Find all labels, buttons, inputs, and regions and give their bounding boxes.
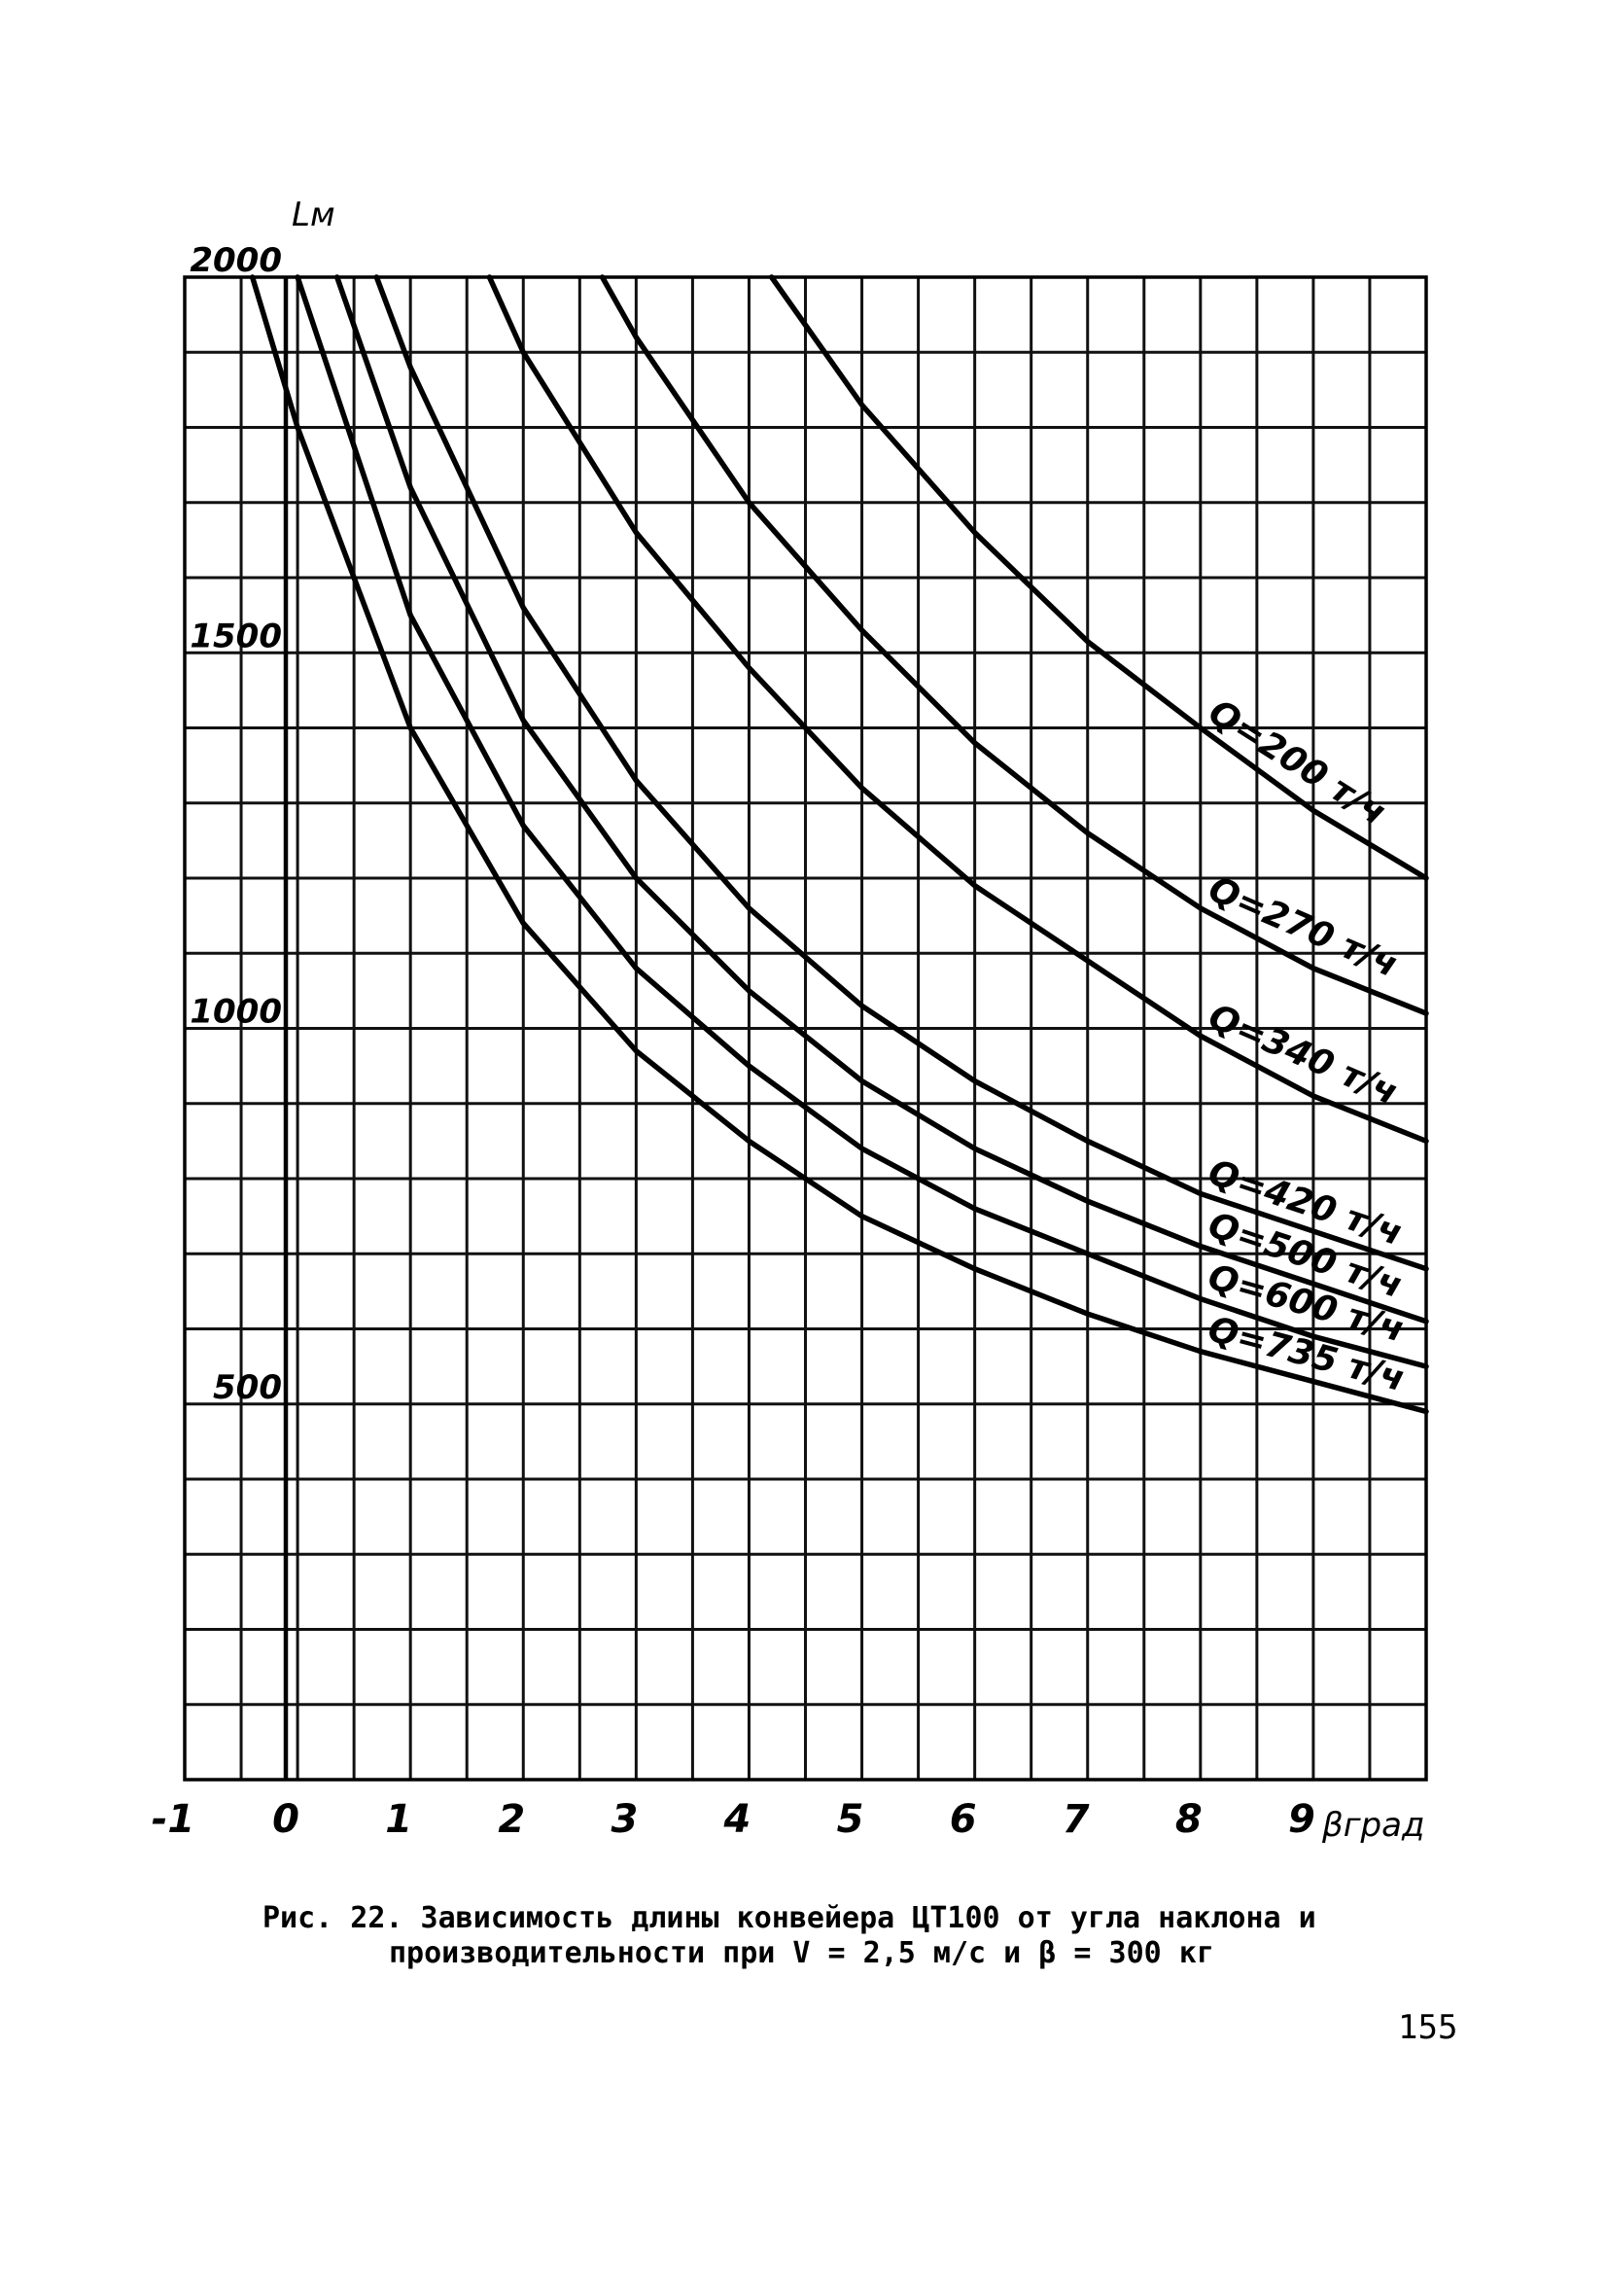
plot-frame — [183, 275, 1428, 1782]
x-tick-label: 9 — [1288, 1797, 1315, 1842]
series-label: Q=200 т/ч — [1202, 692, 1393, 833]
x-tick-label: 7 — [1063, 1797, 1090, 1842]
caption-line-1: Рис. 22. Зависимость длины конвейера ЦТ1… — [262, 1901, 1316, 1935]
series-curve — [486, 274, 1429, 1145]
x-tick-label: 3 — [611, 1797, 638, 1842]
page-number: 155 — [1398, 2008, 1458, 2047]
y-axis-label: Lм — [292, 195, 335, 234]
x-tick-label: 6 — [950, 1797, 977, 1842]
series-curve — [599, 274, 1429, 1016]
figure-caption: Рис. 22. Зависимость длины конвейера ЦТ1… — [262, 1901, 1380, 1971]
series-curve — [333, 274, 1429, 1325]
y-tick-labels: 500 1000 1500 2000 — [190, 241, 282, 1407]
x-tick-label: 5 — [837, 1797, 864, 1842]
series-curve — [249, 274, 1429, 1415]
series-curve — [295, 274, 1429, 1369]
y-tick-label: 500 — [213, 1368, 282, 1407]
x-tick-labels: -1 0 1 2 3 4 5 6 7 8 9 — [152, 1797, 1315, 1842]
x-tick-label: 2 — [498, 1797, 525, 1842]
chart-grid — [185, 277, 1426, 1780]
series-curve — [768, 274, 1429, 881]
x-tick-label: -1 — [152, 1797, 194, 1842]
series-curves — [249, 274, 1429, 1415]
caption-line-2: производительности при V = 2,5 м/с и β =… — [389, 1936, 1214, 1970]
series-curve — [373, 274, 1429, 1272]
y-tick-label: 2000 — [190, 241, 282, 280]
series-labels: Q=200 т/чQ=270 т/чQ=340 т/чQ=420 т/чQ=50… — [1202, 692, 1409, 1400]
x-tick-label: 1 — [385, 1797, 412, 1842]
y-tick-label: 1000 — [190, 993, 282, 1032]
x-axis-label: βград — [1321, 1806, 1425, 1845]
x-tick-label: 8 — [1175, 1797, 1203, 1842]
x-tick-label: 4 — [723, 1797, 751, 1842]
y-tick-label: 1500 — [190, 617, 282, 655]
x-tick-label: 0 — [272, 1797, 299, 1842]
